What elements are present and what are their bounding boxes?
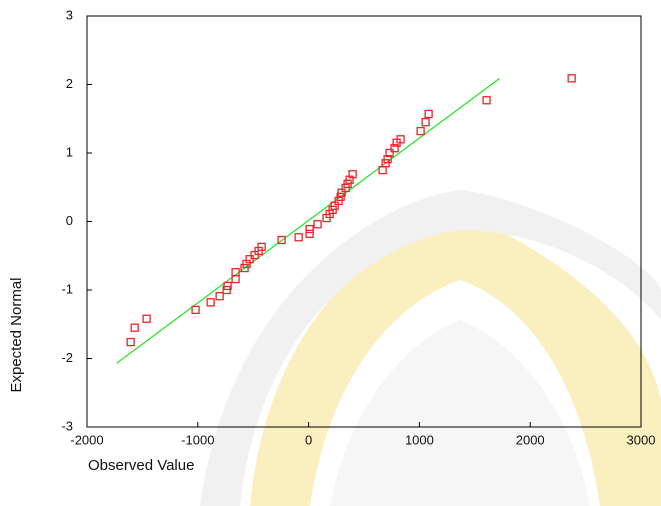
point bbox=[126, 337, 135, 347]
x-tick-label: -1000 bbox=[181, 432, 214, 447]
point bbox=[277, 235, 286, 245]
point bbox=[130, 323, 139, 332]
x-tick-label: 1000 bbox=[405, 432, 434, 447]
point bbox=[421, 118, 430, 127]
point bbox=[567, 74, 576, 83]
x-tick-label: -2000 bbox=[70, 432, 103, 447]
point bbox=[390, 144, 399, 153]
y-tick-label: -2 bbox=[61, 350, 73, 365]
y-tick-label: 2 bbox=[66, 76, 73, 91]
watermark bbox=[200, 190, 661, 506]
x-tick-label: 0 bbox=[305, 432, 312, 447]
point bbox=[416, 126, 425, 136]
point bbox=[383, 155, 392, 164]
point bbox=[191, 305, 200, 315]
point bbox=[215, 292, 224, 301]
point bbox=[424, 109, 433, 119]
y-tick-label: 1 bbox=[66, 144, 73, 159]
point bbox=[396, 135, 405, 144]
point bbox=[231, 268, 240, 277]
point bbox=[482, 96, 491, 105]
point bbox=[223, 281, 232, 291]
point bbox=[313, 220, 322, 229]
point bbox=[257, 242, 266, 251]
x-tick-label: 2000 bbox=[516, 432, 545, 447]
x-axis-label: Observed Value bbox=[88, 457, 194, 474]
y-tick-label: 0 bbox=[66, 213, 73, 228]
y-tick-label: -3 bbox=[61, 418, 73, 433]
point bbox=[142, 314, 151, 323]
point bbox=[206, 298, 215, 307]
point bbox=[294, 233, 303, 242]
point bbox=[305, 224, 314, 234]
point bbox=[385, 148, 394, 158]
y-tick-label: -1 bbox=[61, 281, 73, 296]
point bbox=[305, 229, 314, 238]
y-tick-label: 3 bbox=[66, 7, 73, 22]
fit-line bbox=[116, 77, 500, 364]
y-axis-label: Expected Normal bbox=[8, 277, 25, 392]
point bbox=[348, 170, 357, 179]
x-tick-label: 3000 bbox=[627, 432, 656, 447]
